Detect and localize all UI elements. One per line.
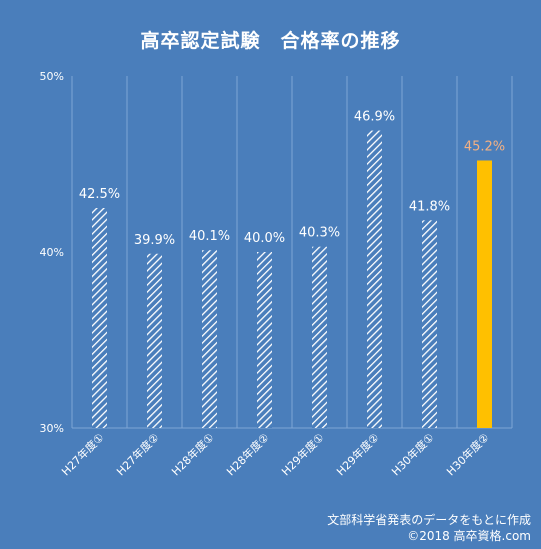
bar — [367, 130, 382, 428]
data-label: 39.9% — [134, 233, 175, 248]
data-label: 45.2% — [464, 139, 505, 154]
footer: 文部科学省発表のデータをもとに作成 ©2018 高卒資格.com — [327, 512, 531, 544]
bar — [92, 208, 107, 428]
x-tick-label: H28年度① — [168, 430, 216, 478]
y-tick-label: 50% — [40, 70, 64, 83]
data-label: 41.8% — [409, 199, 450, 214]
y-tick-label: 40% — [40, 246, 64, 259]
y-axis-ticks: 30% 40% 50% — [40, 70, 64, 435]
grid-lines — [71, 76, 513, 429]
chart-title: 高卒認定試験 合格率の推移 — [140, 30, 401, 52]
x-tick-label: H27年度② — [113, 430, 161, 478]
bars — [92, 130, 492, 429]
bar — [202, 250, 217, 428]
x-tick-label: H27年度① — [58, 430, 106, 478]
y-tick-label: 30% — [40, 422, 64, 435]
x-tick-label: H30年度① — [388, 430, 436, 478]
data-label: 42.5% — [79, 187, 120, 202]
x-axis-ticks: H27年度① H27年度② H28年度① H28年度② H29年度① H29年度② H30年… — [58, 430, 491, 478]
bar — [147, 253, 162, 428]
copyright: ©2018 高卒資格.com — [407, 529, 531, 543]
x-tick-label: H29年度② — [333, 430, 381, 478]
data-label: 40.3% — [299, 226, 340, 241]
bar-highlight — [477, 160, 492, 429]
data-label: 40.1% — [189, 229, 230, 244]
bar — [422, 220, 437, 428]
x-tick-label: H29年度① — [278, 430, 326, 478]
source-note: 文部科学省発表のデータをもとに作成 — [327, 513, 531, 527]
value-labels: 42.5% 39.9% 40.1% 40.0% 40.3% 46.9% 41.8% 45.2% — [79, 110, 505, 248]
bar — [312, 246, 327, 428]
x-tick-label: H30年度② — [443, 430, 491, 478]
data-label: 46.9% — [354, 110, 395, 125]
x-tick-label: H28年度② — [223, 430, 271, 478]
bar — [257, 252, 272, 428]
data-label: 40.0% — [244, 231, 285, 246]
